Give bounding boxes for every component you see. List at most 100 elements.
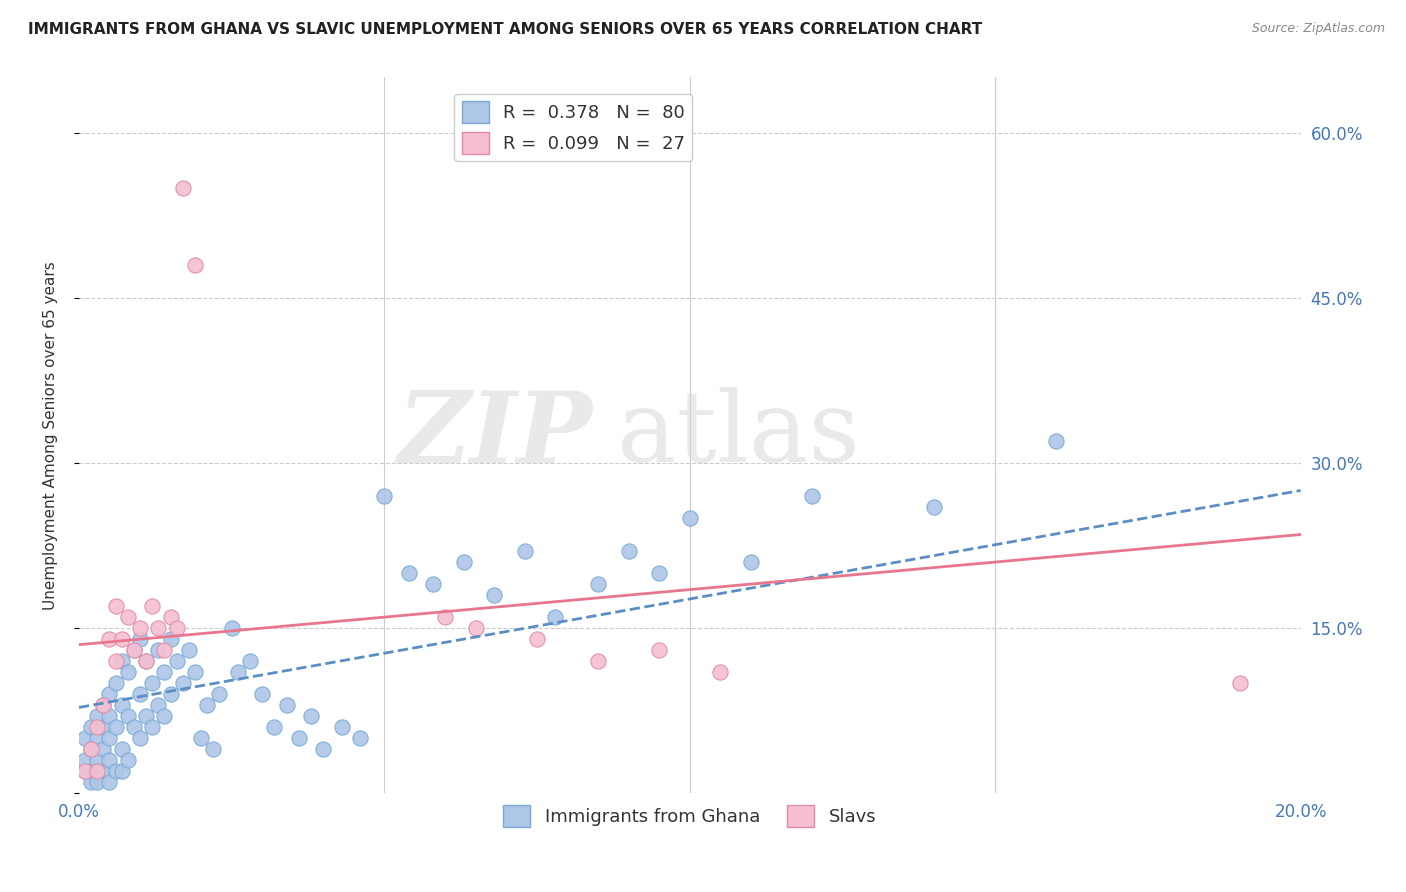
Point [148, 643, 170, 657]
Text: Source: ZipAtlas.com: Source: ZipAtlas.com [1251, 22, 1385, 36]
Text: IMMIGRANTS FROM GHANA VS SLAVIC UNEMPLOYMENT AMONG SENIORS OVER 65 YEARS CORRELA: IMMIGRANTS FROM GHANA VS SLAVIC UNEMPLOY… [28, 22, 983, 37]
Point [86, 775, 108, 789]
Point [148, 698, 170, 713]
Point [250, 687, 273, 701]
Point [208, 687, 231, 701]
Point [221, 621, 243, 635]
Point [166, 654, 188, 668]
Point [740, 555, 762, 569]
Point [153, 709, 176, 723]
Point [453, 555, 475, 569]
Point [93, 720, 115, 734]
Point [184, 665, 207, 680]
Point [98, 709, 121, 723]
Point [513, 544, 536, 558]
Point [141, 599, 163, 613]
Point [93, 698, 115, 713]
Point [117, 665, 139, 680]
Point [98, 753, 121, 767]
Point [104, 764, 127, 779]
Point [80, 742, 103, 756]
Point [299, 709, 322, 723]
Point [73, 731, 96, 746]
Point [80, 775, 103, 789]
Point [98, 775, 121, 789]
Point [801, 489, 824, 503]
Point [111, 742, 134, 756]
Text: atlas: atlas [616, 387, 859, 483]
Point [122, 720, 145, 734]
Point [148, 621, 170, 635]
Point [86, 764, 108, 779]
Point [98, 687, 121, 701]
Point [86, 753, 108, 767]
Point [330, 720, 353, 734]
Point [922, 500, 945, 514]
Point [679, 511, 702, 525]
Point [153, 643, 176, 657]
Point [104, 676, 127, 690]
Point [349, 731, 371, 746]
Point [172, 676, 194, 690]
Point [226, 665, 249, 680]
Point [586, 577, 609, 591]
Point [434, 610, 457, 624]
Point [159, 610, 181, 624]
Point [617, 544, 640, 558]
Point [129, 632, 152, 647]
Point [422, 577, 444, 591]
Point [1229, 676, 1251, 690]
Point [86, 709, 108, 723]
Point [159, 632, 181, 647]
Point [709, 665, 731, 680]
Point [98, 632, 121, 647]
Point [526, 632, 548, 647]
Point [465, 621, 488, 635]
Point [153, 665, 176, 680]
Point [104, 654, 127, 668]
Point [312, 742, 335, 756]
Point [86, 720, 108, 734]
Point [135, 654, 157, 668]
Y-axis label: Unemployment Among Seniors over 65 years: Unemployment Among Seniors over 65 years [44, 261, 58, 610]
Point [586, 654, 609, 668]
Point [159, 687, 181, 701]
Point [202, 742, 225, 756]
Point [122, 643, 145, 657]
Point [141, 720, 163, 734]
Point [648, 566, 671, 580]
Point [117, 753, 139, 767]
Point [129, 687, 152, 701]
Point [373, 489, 395, 503]
Point [135, 709, 157, 723]
Text: ZIP: ZIP [396, 387, 592, 483]
Point [104, 720, 127, 734]
Point [184, 258, 207, 272]
Point [111, 654, 134, 668]
Point [172, 180, 194, 194]
Point [86, 764, 108, 779]
Point [129, 731, 152, 746]
Point [117, 709, 139, 723]
Point [239, 654, 262, 668]
Point [195, 698, 218, 713]
Point [190, 731, 212, 746]
Point [111, 632, 134, 647]
Point [93, 698, 115, 713]
Point [276, 698, 298, 713]
Point [80, 720, 103, 734]
Point [141, 676, 163, 690]
Point [484, 588, 506, 602]
Point [111, 764, 134, 779]
Point [117, 610, 139, 624]
Point [111, 698, 134, 713]
Point [398, 566, 420, 580]
Point [73, 764, 96, 779]
Point [263, 720, 285, 734]
Point [1045, 434, 1067, 448]
Point [104, 599, 127, 613]
Point [129, 621, 152, 635]
Point [73, 764, 96, 779]
Point [166, 621, 188, 635]
Point [135, 654, 157, 668]
